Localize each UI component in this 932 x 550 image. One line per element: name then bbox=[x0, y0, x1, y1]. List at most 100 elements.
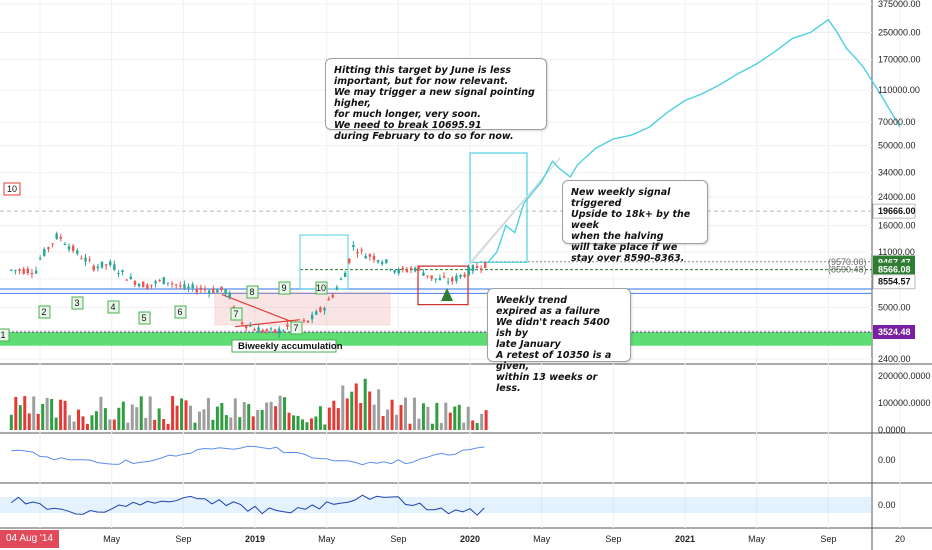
candle-body bbox=[302, 320, 306, 322]
annotation-label: Biweekly accumulation bbox=[238, 341, 343, 352]
volume-bar bbox=[466, 406, 470, 430]
annotation-box bbox=[231, 339, 337, 353]
sequence-label: 3 bbox=[74, 298, 79, 308]
candle-body bbox=[203, 289, 207, 291]
osc-band bbox=[0, 497, 872, 513]
volume-bar bbox=[103, 408, 107, 430]
volume-bar bbox=[283, 397, 287, 430]
volume-bar bbox=[471, 420, 475, 430]
candle-body bbox=[385, 259, 388, 263]
sequence-box bbox=[278, 281, 291, 295]
volume-bar bbox=[90, 415, 94, 430]
price-label-bg bbox=[873, 262, 915, 277]
volume-bar bbox=[336, 408, 340, 430]
volume-bar bbox=[32, 396, 36, 430]
sequence-label: 6 bbox=[177, 307, 182, 317]
volume-tick-label: 100000.0000 bbox=[878, 398, 931, 408]
candle-body bbox=[195, 289, 198, 293]
signal-arrow bbox=[441, 288, 453, 301]
candle-body bbox=[67, 246, 71, 250]
candle-body bbox=[113, 264, 116, 270]
volume-bar bbox=[229, 417, 233, 430]
volume-bar bbox=[9, 414, 13, 430]
oscillator-line bbox=[11, 445, 485, 466]
volume-bar bbox=[50, 398, 54, 430]
candle-body bbox=[129, 276, 133, 280]
candle-body bbox=[216, 289, 219, 293]
volume-bar bbox=[278, 395, 282, 430]
volume-bar bbox=[135, 407, 139, 430]
candle-body bbox=[376, 260, 380, 263]
sequence-box bbox=[71, 296, 84, 310]
candle-body bbox=[397, 269, 400, 274]
volume-bar bbox=[480, 413, 484, 430]
trend-line bbox=[221, 294, 301, 326]
volume-bar bbox=[426, 406, 430, 430]
volume-bar bbox=[439, 423, 443, 430]
y-tick-label: 70000.00 bbox=[878, 117, 916, 127]
candle-body bbox=[401, 267, 405, 270]
volume-bar bbox=[14, 396, 18, 430]
price-axis: 375000.00 250000.00 170000.00 110000.00 7000… bbox=[828, 0, 921, 364]
x-tick-label: May bbox=[748, 534, 766, 544]
candle-body bbox=[426, 275, 429, 277]
oscillators: 0.00 0.00 bbox=[0, 445, 896, 516]
volume-bar bbox=[27, 413, 31, 430]
x-tick-label: May bbox=[533, 534, 551, 544]
candle-body bbox=[372, 255, 376, 260]
price-label: 8554.57 bbox=[878, 277, 911, 287]
sequence-label: 8 bbox=[249, 287, 254, 297]
volume-bar bbox=[323, 424, 327, 430]
volume-bar bbox=[462, 422, 466, 430]
candle-body bbox=[257, 327, 260, 333]
sequence-label: 5 bbox=[141, 313, 146, 323]
candle-body bbox=[174, 284, 178, 286]
candle-body bbox=[430, 275, 433, 279]
sequence-label: 2 bbox=[41, 307, 46, 317]
volume-bar bbox=[430, 423, 434, 430]
price-label-bg bbox=[873, 325, 915, 340]
y-tick-label: 375000.00 bbox=[878, 0, 921, 9]
volume-bar bbox=[484, 410, 488, 430]
candle-body bbox=[117, 272, 120, 275]
volume-bar bbox=[94, 411, 98, 430]
candle-body bbox=[484, 262, 487, 268]
volume-bar bbox=[72, 421, 76, 430]
x-tick-label: Sep bbox=[820, 534, 836, 544]
candle-body bbox=[368, 254, 372, 257]
candle-body bbox=[88, 259, 91, 261]
volume-bar bbox=[85, 423, 89, 430]
volume-bar bbox=[399, 405, 403, 430]
volume-bar bbox=[242, 402, 246, 430]
x-tick-label: 20 bbox=[895, 534, 905, 544]
candle-body bbox=[121, 270, 124, 272]
candle-body bbox=[249, 325, 252, 327]
volume-bar bbox=[238, 417, 242, 430]
candle-body bbox=[343, 272, 347, 278]
candle-body bbox=[463, 274, 466, 277]
candle-body bbox=[43, 249, 46, 256]
sequence-box bbox=[290, 321, 303, 335]
volume-bar bbox=[206, 397, 210, 430]
volume-bar bbox=[269, 401, 273, 430]
candle-body bbox=[319, 307, 322, 312]
candle-body bbox=[183, 284, 186, 289]
volume-bar bbox=[162, 419, 166, 430]
volume-bar bbox=[251, 416, 255, 430]
candle-body bbox=[100, 261, 104, 268]
projection-line bbox=[487, 18, 901, 263]
volume-bar bbox=[68, 415, 72, 430]
candle-body bbox=[26, 268, 30, 274]
volume-bar bbox=[126, 422, 130, 430]
volume-bar bbox=[386, 409, 390, 430]
price-label-bg bbox=[872, 203, 916, 219]
signal-box bbox=[417, 265, 469, 306]
candle-body bbox=[352, 245, 355, 248]
volume-bar bbox=[171, 396, 175, 430]
candle-body bbox=[18, 269, 21, 271]
candle-body bbox=[51, 243, 54, 245]
candle-body bbox=[479, 268, 483, 270]
volume-bar bbox=[41, 403, 45, 430]
volume-bar bbox=[193, 422, 197, 430]
sequence-box bbox=[230, 307, 243, 321]
